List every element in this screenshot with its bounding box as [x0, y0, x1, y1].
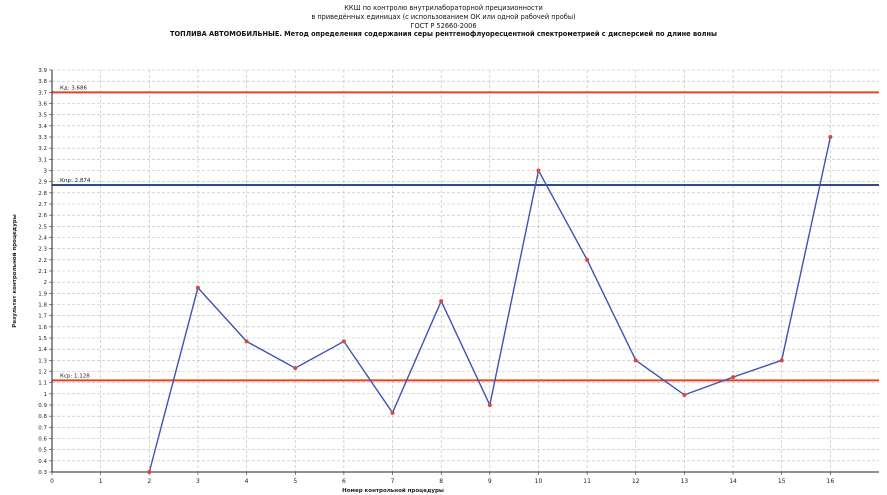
y-tick-label: 2.4: [38, 236, 47, 242]
y-tick-label: 1: [44, 392, 48, 398]
y-tick-label: 3.1: [38, 157, 47, 163]
y-tick-label: 2.2: [38, 258, 47, 264]
y-tick-label: 1.7: [38, 314, 47, 320]
x-tick-label: 0: [50, 478, 54, 485]
data-point: [195, 285, 200, 290]
y-tick-label: 0.4: [38, 459, 47, 465]
data-point: [633, 358, 638, 363]
y-tick-label: 1.3: [38, 358, 47, 364]
data-point: [244, 339, 249, 344]
reference-line-label: Кср: 1.128: [60, 373, 90, 379]
reference-line-label: Кд: 3.686: [60, 85, 88, 91]
y-tick-label: 2.6: [38, 213, 47, 219]
y-tick-label: 0.8: [38, 414, 47, 420]
x-tick-label: 5: [293, 478, 297, 485]
chart-title: ККШ по контролю внутрилабораторной преци…: [344, 4, 543, 12]
y-tick-label: 3.6: [38, 102, 47, 108]
y-tick-label: 2.7: [38, 202, 47, 208]
data-point: [487, 403, 492, 407]
data-point: [341, 339, 346, 344]
y-tick-label: 3.5: [38, 113, 47, 119]
x-tick-label: 8: [439, 478, 443, 485]
chart-grid: [51, 69, 879, 473]
x-tick-label: 16: [827, 478, 835, 485]
y-tick-label: 1.8: [38, 303, 47, 309]
y-tick-label: 3.4: [38, 124, 47, 130]
y-tick-label: 2.8: [38, 191, 47, 197]
data-point: [585, 257, 590, 262]
x-tick-label: 12: [632, 478, 640, 485]
y-tick-label: 3.2: [38, 146, 47, 152]
x-tick-label: 15: [778, 478, 786, 485]
x-axis-ticks: 0 1 2 3 4 5 6 7 8 9 10 11 12 13 14 15 16: [50, 472, 834, 485]
x-tick-label: 3: [196, 478, 200, 485]
data-point: [439, 299, 444, 304]
y-tick-label: 2: [44, 280, 48, 286]
chart-subtitle: в приведённых единицах (с использованием…: [311, 12, 576, 21]
y-tick-label: 1.2: [38, 370, 47, 376]
y-tick-label: 3: [44, 169, 48, 175]
x-tick-label: 10: [535, 478, 543, 485]
x-tick-label: 1: [99, 478, 103, 485]
x-tick-label: 14: [729, 478, 737, 485]
data-series: [147, 135, 833, 474]
x-tick-label: 7: [391, 478, 395, 485]
chart-standard: ГОСТ Р 52660-2006: [410, 21, 477, 30]
y-tick-label: 0.9: [38, 403, 47, 409]
x-tick-label: 6: [342, 478, 346, 485]
data-point: [731, 375, 736, 380]
y-tick-label: 2.1: [38, 269, 47, 275]
x-tick-label: 13: [681, 478, 689, 485]
y-axis-ticks: 0.3 0.4 0.5 0.6 0.7 0.8 0.9 1 1.1 1.2 1.3 1.4 1.5 1.6…: [38, 68, 52, 476]
data-point: [293, 366, 298, 371]
y-tick-label: 3.7: [38, 90, 47, 96]
y-axis-title: Результат контрольной процедуры: [11, 214, 18, 327]
y-tick-label: 2.3: [38, 247, 47, 253]
y-tick-label: 0.3: [38, 470, 47, 476]
y-tick-label: 2.5: [38, 224, 47, 230]
data-point: [390, 410, 395, 415]
y-tick-label: 1.6: [38, 325, 47, 331]
y-tick-label: 3.9: [38, 68, 47, 74]
y-tick-label: 1.9: [38, 291, 47, 297]
chart-title-block: ККШ по контролю внутрилабораторной преци…: [0, 4, 887, 39]
x-tick-label: 2: [147, 478, 151, 485]
y-tick-label: 1.4: [38, 347, 47, 353]
reference-lines: Кд: 3.686 Кпр: 2.874 Кср: 1.128: [52, 85, 879, 382]
y-tick-label: 1.1: [38, 381, 47, 387]
reference-line-label: Кпр: 2.874: [60, 178, 91, 184]
y-tick-label: 0.5: [38, 448, 47, 454]
data-point: [779, 358, 784, 363]
y-tick-label: 0.7: [38, 425, 47, 431]
y-tick-label: 2.9: [38, 180, 47, 186]
y-tick-label: 1.5: [38, 336, 47, 342]
y-tick-label: 0.6: [38, 437, 47, 443]
x-tick-label: 4: [245, 478, 249, 485]
data-point: [828, 135, 833, 139]
data-point: [147, 470, 152, 474]
x-tick-label: 11: [583, 478, 591, 485]
chart-method: ТОПЛИВА АВТОМОБИЛЬНЫЕ. Метод определения…: [169, 30, 718, 39]
y-tick-label: 3.8: [38, 79, 47, 85]
data-point: [682, 392, 687, 397]
y-tick-label: 3.3: [38, 135, 47, 141]
x-axis-title: Номер контрольной процедуры: [342, 487, 444, 494]
x-tick-label: 9: [488, 478, 492, 485]
data-point: [536, 168, 541, 173]
